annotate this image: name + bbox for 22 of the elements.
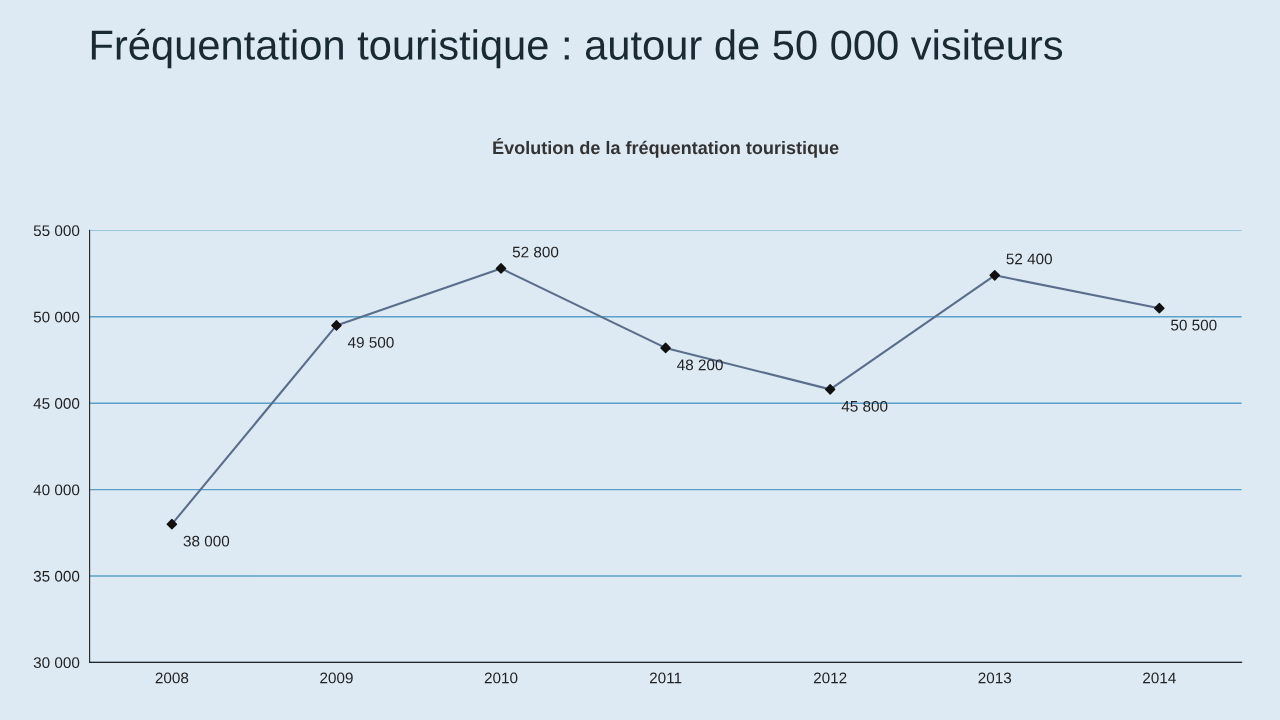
data-label: 49 500 [347,336,394,348]
y-tick-label: 40 000 [33,484,80,496]
data-label: 52 400 [1006,253,1052,265]
y-tick-label: 30 000 [33,657,80,669]
x-tick-label: 2010 [484,672,518,684]
data-label: 48 200 [677,359,723,371]
chart-title: Fréquentation touristique : autour de 50 000 visiteurs [91,28,1063,69]
y-tick-label: 55 000 [33,225,80,237]
y-tick-label: 50 000 [33,311,80,323]
data-label: 45 800 [841,400,888,412]
x-tick-label: 2008 [155,672,189,684]
x-tick-label: 2013 [978,672,1012,684]
x-tick-label: 2009 [320,672,353,684]
y-tick-label: 35 000 [33,570,80,582]
data-label: 52 800 [512,246,559,258]
x-tick-label: 2011 [649,672,682,684]
chart-subtitle: Évolution de la fréquentation touristique [493,138,839,158]
data-label: 38 000 [183,535,230,547]
x-tick-label: 2012 [813,672,847,684]
y-tick-label: 45 000 [33,398,80,409]
x-tick-label: 2014 [1143,672,1176,684]
data-label: 50 500 [1171,319,1217,331]
